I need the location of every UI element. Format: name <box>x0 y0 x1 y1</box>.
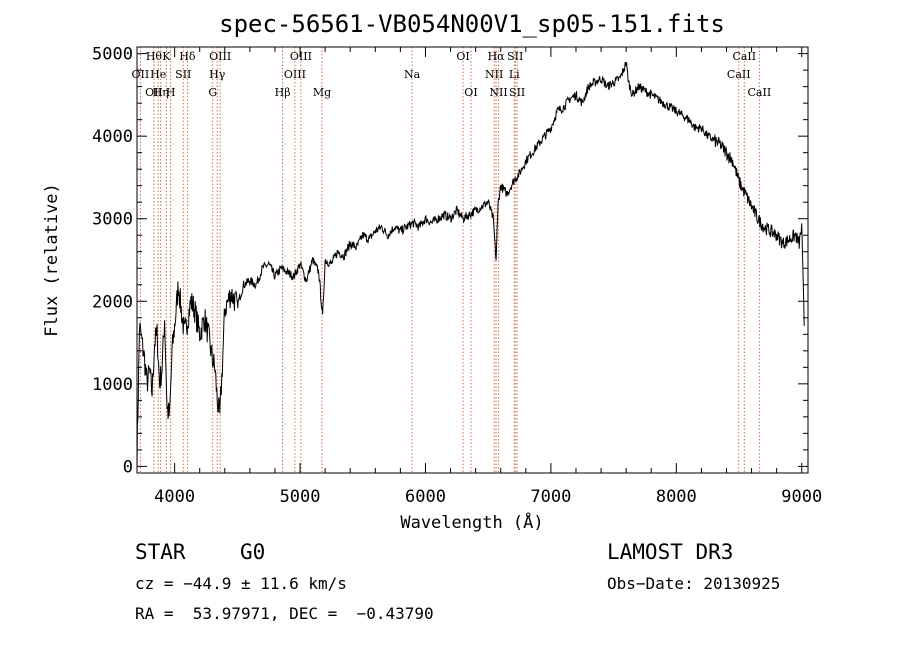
line-label-21: NII <box>489 86 507 99</box>
x-tick-label: 7000 <box>530 487 571 507</box>
line-label-8: Hδ <box>179 50 196 63</box>
redshift-value: cz = −44.9 ± 11.6 km/s <box>135 574 347 593</box>
plot-frame <box>136 46 809 474</box>
line-label-27: CaII <box>748 86 772 99</box>
y-tick-label: 5000 <box>92 45 133 65</box>
object-subclass: G0 <box>240 540 266 564</box>
line-label-24: SII <box>509 86 525 99</box>
line-label-14: OIII <box>290 50 312 63</box>
x-tick-label: 8000 <box>656 487 697 507</box>
coordinates: RA = 53.97971, DEC = −0.43790 <box>135 604 434 623</box>
y-axis-ticks: 0 1000 2000 3000 4000 5000 <box>92 45 808 477</box>
survey-name: LAMOST DR3 <box>607 540 734 564</box>
line-label-22: Li <box>509 68 520 81</box>
line-label-10: Hγ <box>209 68 226 81</box>
line-label-4: Hη <box>153 86 169 99</box>
line-label-17: OI <box>456 50 469 63</box>
line-label-5: K <box>162 50 171 63</box>
line-label-9: G <box>208 86 217 99</box>
line-label-7: SII <box>175 68 191 81</box>
y-tick-label: 1000 <box>92 375 133 395</box>
line-label-1: Hθ <box>146 50 163 63</box>
spectrum-line <box>136 61 805 472</box>
x-tick-label: 4000 <box>154 487 195 507</box>
x-tick-label: 5000 <box>280 487 321 507</box>
y-tick-label: 0 <box>123 457 133 477</box>
line-label-11: OIII <box>209 50 231 63</box>
line-label-19: NII <box>485 68 503 81</box>
line-label-25: CaII <box>727 68 751 81</box>
line-label-12: Hβ <box>275 86 291 99</box>
line-label-6: H <box>166 86 176 99</box>
spectral-line-markers <box>139 47 760 473</box>
x-tick-label: 6000 <box>405 487 446 507</box>
line-label-18: OI <box>464 86 477 99</box>
line-label-15: Mg <box>313 86 331 99</box>
line-label-26: CaII <box>732 50 756 63</box>
line-label-0: OII <box>132 68 150 81</box>
chart-title: spec-56561-VB054N00V1_sp05-151.fits <box>219 10 725 38</box>
y-tick-label: 3000 <box>92 210 133 230</box>
line-label-20: Hα <box>488 50 506 63</box>
object-class: STAR <box>135 540 186 564</box>
line-label-3: He <box>150 68 166 81</box>
x-axis-ticks: 4000 5000 6000 7000 8000 9000 <box>154 47 822 507</box>
line-label-2: OII <box>145 86 163 99</box>
line-label-13: OIII <box>284 68 306 81</box>
y-tick-label: 2000 <box>92 292 133 312</box>
line-label-16: Na <box>404 68 421 81</box>
y-tick-label: 4000 <box>92 127 133 147</box>
observation-date: Obs−Date: 20130925 <box>607 574 781 593</box>
line-label-23: SII <box>507 50 523 63</box>
x-axis-label: Wavelength (Å) <box>400 511 543 533</box>
y-axis-label: Flux (relative) <box>42 183 62 337</box>
spectral-line-labels: OIIHθOIIHeHηKHSIIHδGHγOIIIHβOIIIOIIIMgNa… <box>132 50 772 99</box>
x-tick-label: 9000 <box>781 487 822 507</box>
